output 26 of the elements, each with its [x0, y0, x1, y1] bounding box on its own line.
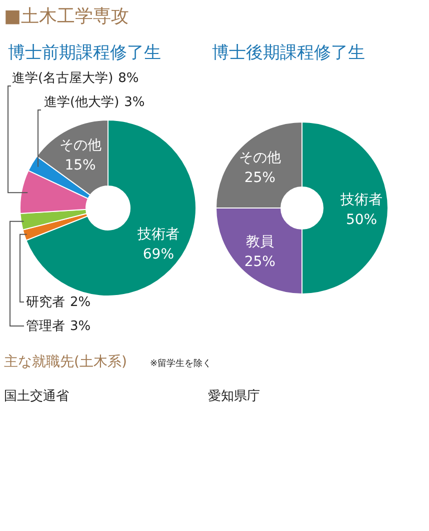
data-label: 3% — [124, 95, 145, 110]
chart-title: 博士後期課程修了生 — [212, 43, 365, 63]
data-label: 15% — [64, 158, 96, 174]
slice-label: 技術者 — [340, 192, 382, 208]
data-label: 3% — [70, 319, 91, 334]
data-label: 50% — [346, 212, 378, 228]
text: 愛知県庁 — [208, 388, 260, 404]
text: 主な就職先(土木系) — [4, 354, 127, 370]
data-label: 2% — [70, 295, 91, 310]
text: ※留学生を除く — [150, 358, 212, 369]
slice-label: 進学(名古屋大学) — [12, 71, 114, 86]
slice-label: 教員 — [246, 234, 274, 250]
donut-slice — [26, 120, 196, 296]
slice-label: 技術者 — [136, 226, 180, 242]
data-label: 69% — [142, 246, 174, 262]
chart-title: 博士前期課程修了生 — [8, 43, 161, 63]
data-label: 25% — [244, 254, 276, 270]
slice-label: 進学(他大学) — [44, 95, 120, 110]
text: 国土交通省 — [4, 388, 69, 404]
text: ■土木工学専攻 — [4, 6, 130, 27]
slice-label: 研究者 — [26, 295, 65, 310]
data-label: 25% — [244, 170, 276, 186]
data-label: 8% — [118, 71, 139, 86]
slice-label: その他 — [59, 138, 102, 154]
slice-label: その他 — [238, 150, 281, 166]
slice-label: 管理者 — [26, 319, 65, 334]
